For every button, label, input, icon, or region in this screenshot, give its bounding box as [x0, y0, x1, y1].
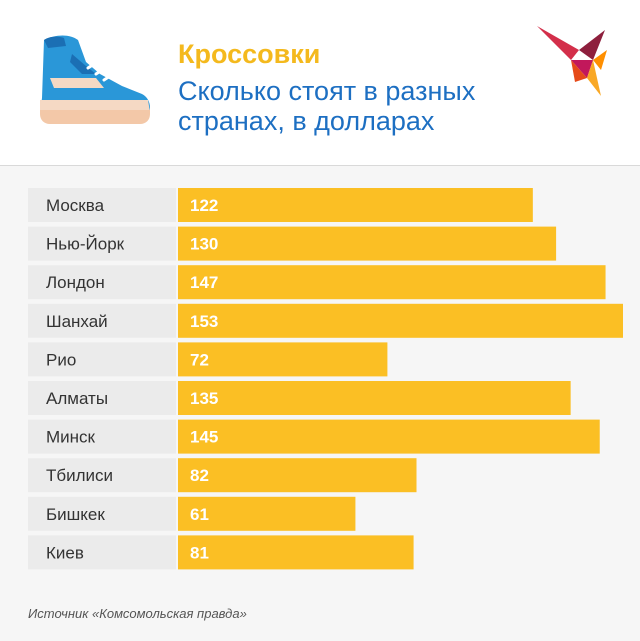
value-label: 82 [190, 466, 209, 485]
value-label: 145 [190, 428, 218, 447]
category-label: Рио [46, 350, 76, 369]
value-label: 61 [190, 505, 209, 524]
category-label: Шанхай [46, 312, 108, 331]
value-label: 153 [190, 312, 218, 331]
category-label: Лондон [46, 273, 105, 292]
value-label: 135 [190, 389, 218, 408]
value-label: 147 [190, 273, 218, 292]
category-label: Бишкек [46, 505, 105, 524]
bar [178, 188, 533, 222]
category-label: Минск [46, 428, 96, 447]
category-label-bg [28, 226, 176, 261]
chart-panel: Москва 122 Нью-Йорк 130 Лондон 147 Шанхай 153 Ри… [0, 165, 640, 641]
category-label-bg [28, 381, 176, 415]
bar-chart: Москва 122 Нью-Йорк 130 Лондон 147 Шанхай 153 Ри… [28, 188, 623, 570]
category-label-bg [28, 458, 176, 493]
category-label-bg [28, 188, 176, 222]
chart-title: Кроссовки [178, 39, 321, 69]
category-label: Нью-Йорк [46, 235, 125, 254]
category-label-bg [28, 303, 176, 338]
bar [178, 419, 600, 454]
category-label-bg [28, 419, 176, 454]
value-label: 130 [190, 235, 218, 254]
category-label: Москва [46, 196, 105, 215]
sneaker-icon [40, 35, 150, 124]
category-label: Алматы [46, 389, 108, 408]
value-label: 72 [190, 350, 209, 369]
value-label: 81 [190, 543, 209, 562]
category-label: Киев [46, 543, 84, 562]
category-label-bg [28, 535, 176, 570]
category-label-bg [28, 496, 176, 531]
header: Кроссовки Сколько стоят в разных странах… [0, 0, 640, 165]
bar [178, 342, 388, 377]
category-label-bg [28, 342, 176, 377]
bar [178, 226, 557, 261]
category-label-bg [28, 265, 176, 300]
bar [178, 458, 417, 493]
bar [178, 535, 414, 570]
value-label: 122 [190, 196, 218, 215]
bar [178, 265, 606, 300]
chart-subtitle: Сколько стоят в разных странах, в доллар… [178, 76, 476, 136]
bar [178, 303, 623, 338]
source-note: Источник «Комсомольская правда» [28, 606, 247, 621]
swallow-logo-icon [537, 26, 607, 96]
bar [178, 381, 571, 415]
category-label: Тбилиси [46, 466, 113, 485]
bar [178, 496, 356, 531]
